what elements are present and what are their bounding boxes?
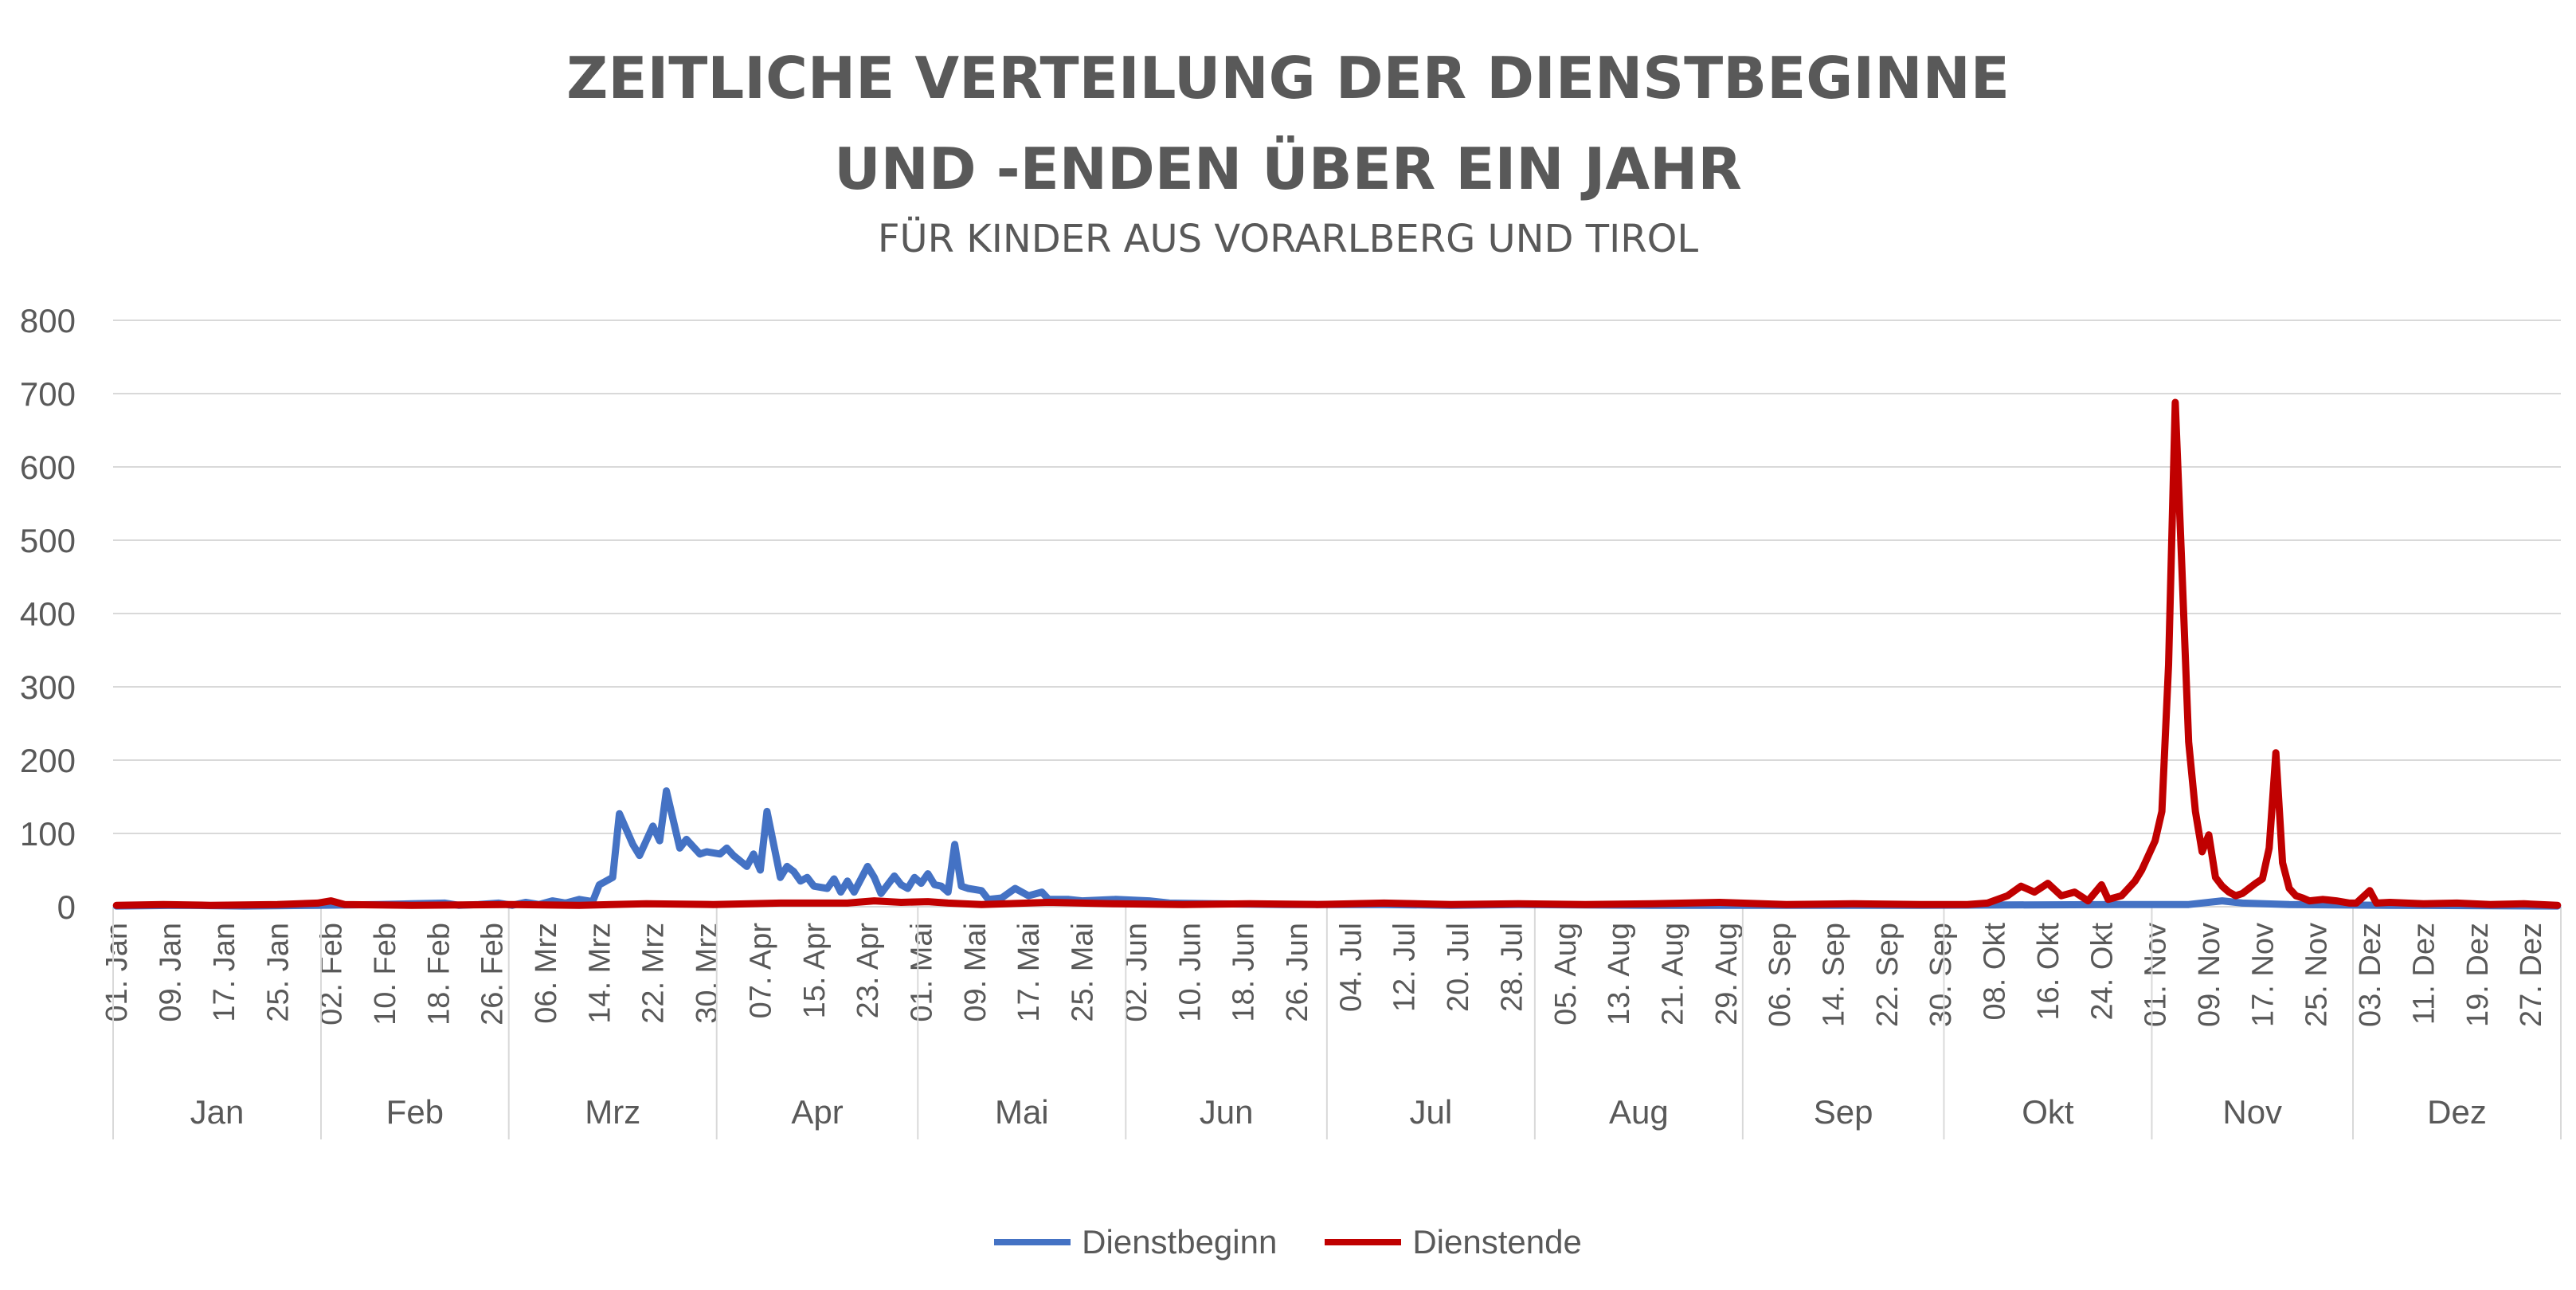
x-tick-label: 28. Jul — [1495, 923, 1529, 1012]
y-tick-label: 0 — [57, 888, 76, 926]
x-tick-label: 23. Apr — [851, 923, 885, 1019]
x-tick-label: 27. Dez — [2515, 923, 2548, 1027]
y-tick-label: 500 — [20, 522, 76, 559]
x-tick-label: 30. Mrz — [691, 923, 724, 1024]
month-label: Aug — [1609, 1093, 1669, 1131]
month-label: Feb — [386, 1093, 444, 1131]
legend: Dienstbeginn Dienstende — [0, 1223, 2576, 1261]
y-tick-label: 700 — [20, 375, 76, 413]
x-tick-label: 07. Apr — [744, 923, 777, 1019]
x-tick-label: 09. Mai — [959, 923, 992, 1022]
month-label: Jul — [1410, 1093, 1453, 1131]
x-tick-label: 11. Dez — [2407, 923, 2441, 1025]
chart-subtitle: FÜR KINDER AUS VORARLBERG UND TIROL — [877, 217, 1699, 261]
x-tick-label: 13. Aug — [1603, 923, 1636, 1025]
month-label: Jun — [1200, 1093, 1254, 1131]
series-line-dienstbeginn — [112, 787, 2562, 910]
x-tick-label: 09. Jan — [155, 923, 188, 1022]
chart-title-line-2: UND -ENDEN ÜBER EIN JAHR — [834, 135, 1742, 202]
y-tick-label: 200 — [20, 742, 76, 779]
series-lines — [112, 398, 2562, 910]
x-tick-label: 06. Mrz — [530, 923, 563, 1024]
x-tick-label: 10. Jun — [1173, 923, 1207, 1022]
x-tick-label: 17. Mai — [1012, 923, 1046, 1022]
x-tick-label: 03. Dez — [2354, 923, 2387, 1027]
x-tick-label: 18. Feb — [422, 923, 456, 1025]
month-label: Okt — [2022, 1093, 2074, 1131]
legend-label-dienstbeginn: Dienstbeginn — [1082, 1223, 1278, 1261]
month-label: Mrz — [585, 1093, 640, 1131]
month-label: Dez — [2427, 1093, 2487, 1131]
x-tick-label: 04. Jul — [1334, 923, 1368, 1012]
x-tick-label: 18. Jun — [1227, 923, 1261, 1022]
month-label: Mai — [995, 1093, 1049, 1131]
legend-item-dienstende[interactable]: Dienstende — [1325, 1223, 1582, 1261]
x-tick-label: 01. Mai — [906, 923, 939, 1022]
y-tick-label: 100 — [20, 815, 76, 853]
x-tick-label: 26. Feb — [476, 923, 510, 1025]
x-tick-label: 10. Feb — [369, 923, 402, 1025]
x-tick-label: 02. Jun — [1120, 923, 1153, 1022]
x-tick-label: 26. Jun — [1281, 923, 1314, 1022]
series-line-dienstende — [112, 398, 2562, 909]
x-tick-label: 24. Okt — [2085, 923, 2119, 1021]
y-axis-ticks: 0 100 200 300 400 500 600 700 800 — [20, 302, 76, 926]
legend-label-dienstende: Dienstende — [1412, 1223, 1582, 1261]
x-tick-label: 17. Jan — [208, 923, 241, 1022]
x-tick-label: 14. Sep — [1818, 923, 1851, 1027]
month-label: Sep — [1814, 1093, 1873, 1131]
legend-swatch-dienstbeginn — [994, 1239, 1071, 1245]
x-tick-label: 25. Jan — [261, 923, 295, 1022]
x-tick-label: 15. Apr — [798, 923, 832, 1019]
legend-item-dienstbeginn[interactable]: Dienstbeginn — [994, 1223, 1277, 1261]
y-tick-label: 300 — [20, 669, 76, 706]
x-tick-label: 02. Feb — [315, 923, 349, 1025]
x-tick-label: 09. Nov — [2193, 923, 2226, 1027]
x-axis: 01. Jan 09. Jan 17. Jan 25. Jan 02. Feb 10. F… — [100, 906, 2562, 1139]
y-tick-label: 400 — [20, 595, 76, 633]
x-tick-label: 25. Mai — [1067, 923, 1100, 1022]
month-label: Jan — [190, 1093, 245, 1131]
x-tick-label: 17. Nov — [2246, 923, 2280, 1027]
month-label: Apr — [791, 1093, 843, 1131]
x-tick-label: 05. Aug — [1549, 923, 1583, 1025]
x-tick-label: 25. Nov — [2300, 923, 2334, 1027]
x-tick-label: 22. Mrz — [637, 923, 671, 1024]
legend-swatch-dienstende — [1325, 1239, 1402, 1245]
y-tick-label: 600 — [20, 449, 76, 486]
x-tick-label: 12. Jul — [1388, 923, 1422, 1012]
gridlines — [113, 320, 2561, 834]
chart-title-line-1: ZEITLICHE VERTEILUNG DER DIENSTBEGINNE — [566, 45, 2010, 112]
x-tick-label: 01. Nov — [2139, 923, 2173, 1027]
x-tick-label: 29. Aug — [1710, 923, 1744, 1025]
x-tick-label: 22. Sep — [1871, 923, 1905, 1027]
x-tick-label: 06. Sep — [1764, 923, 1797, 1027]
x-tick-label: 19. Dez — [2461, 923, 2495, 1027]
x-tick-label: 20. Jul — [1442, 923, 1475, 1012]
month-label: Nov — [2222, 1093, 2282, 1131]
x-tick-label: 21. Aug — [1656, 923, 1689, 1025]
x-tick-label: 16. Okt — [2032, 923, 2065, 1021]
y-tick-label: 800 — [20, 302, 76, 339]
x-tick-label: 08. Okt — [1979, 923, 2012, 1021]
x-tick-label: 30. Sep — [1924, 923, 1958, 1027]
x-tick-label: 01. Jan — [100, 923, 134, 1022]
x-tick-label: 14. Mrz — [583, 923, 617, 1024]
